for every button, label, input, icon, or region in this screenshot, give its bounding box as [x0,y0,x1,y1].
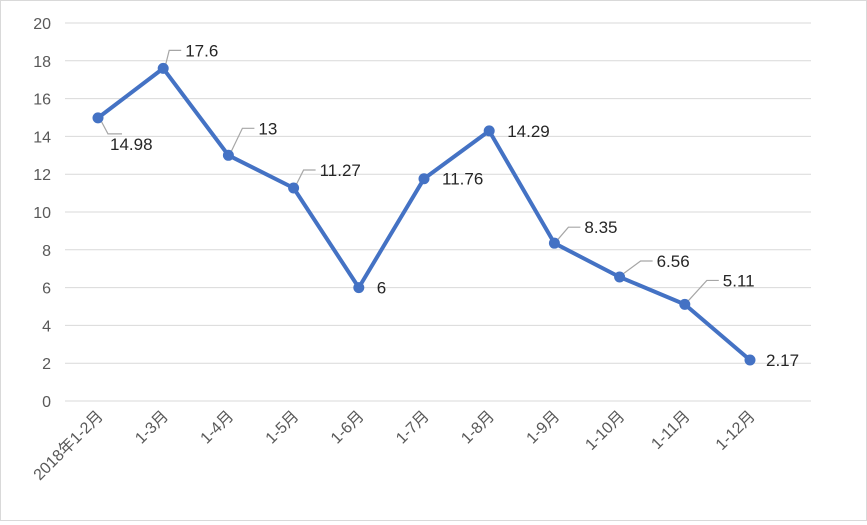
data-point [157,62,169,74]
data-labels: 14.98 17.6 13 11.27 6 11.76 14.29 8.35 6.56 5.11 2… [110,41,799,370]
data-label-leader-lines [99,49,719,303]
data-point-markers [92,62,756,366]
x-tick-label: 1-3月 [132,408,172,448]
data-point [418,173,430,185]
y-tick-label: 2 [42,356,51,373]
x-tick-label: 1-4月 [198,408,238,448]
x-tick-label: 1-7月 [393,408,433,448]
series-line-path [96,66,752,362]
label-leader-line [229,127,255,154]
x-tick-label: 1-5月 [263,408,303,448]
x-tick-label: 2018年1-2月 [30,407,107,484]
series-line [96,66,752,362]
data-label: 17.6 [185,41,218,60]
label-leader-line [686,279,719,303]
x-tick-label: 1-10月 [582,408,628,454]
data-label: 14.29 [507,122,550,141]
x-tick-label: 1-6月 [328,408,368,448]
data-point [353,282,365,294]
y-tick-label: 12 [33,167,51,184]
label-leader-line [621,260,653,276]
data-point [288,182,300,194]
y-tick-label: 16 [33,92,51,109]
data-point [548,237,560,249]
data-label: 5.11 [723,271,755,290]
data-label: 2.17 [766,351,799,370]
label-leader-line [555,226,581,242]
data-label: 11.76 [442,170,483,189]
gridlines [65,22,811,402]
data-label: 13 [258,119,277,138]
x-tick-label: 1-11月 [648,408,693,453]
y-tick-label: 14 [33,129,51,146]
data-point [679,298,691,310]
label-leader-line [99,118,122,135]
y-tick-label: 18 [33,54,51,71]
data-label: 6.56 [657,252,690,271]
data-label: 8.35 [584,218,617,237]
label-leader-line [164,49,182,67]
data-point [92,112,104,124]
data-point [614,271,626,283]
x-tick-label: 1-9月 [524,408,564,448]
data-point [222,149,234,161]
x-tick-label: 1-12月 [713,408,759,454]
data-label: 14.98 [110,135,153,154]
y-tick-label: 6 [42,281,51,298]
y-tick-label: 8 [42,243,51,260]
data-label: 6 [377,279,386,298]
y-tick-label: 20 [33,16,51,33]
y-tick-label: 10 [33,205,51,222]
data-point [483,125,495,137]
label-leader-line [295,169,316,187]
data-point [744,354,756,366]
y-axis-tick-labels: 0 2 4 6 8 10 12 14 16 18 20 [33,16,51,411]
x-tick-label: 1-8月 [458,408,498,448]
y-tick-label: 4 [42,318,51,335]
x-axis-tick-labels: 2018年1-2月 1-3月 1-4月 1-5月 1-6月 1-7月 1-8月 1-9月 1-1… [30,407,759,484]
y-tick-label: 0 [42,394,51,411]
data-label: 11.27 [320,161,361,180]
